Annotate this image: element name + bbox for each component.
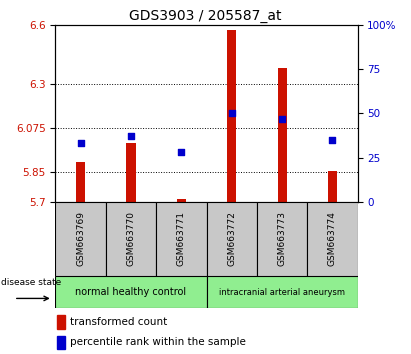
Text: intracranial arterial aneurysm: intracranial arterial aneurysm bbox=[219, 287, 345, 297]
Bar bbox=[227, 30, 236, 202]
Text: GSM663771: GSM663771 bbox=[177, 211, 186, 267]
Bar bbox=[76, 162, 85, 202]
Bar bbox=[127, 143, 136, 202]
Text: GSM663773: GSM663773 bbox=[277, 211, 286, 267]
Bar bbox=[206, 202, 257, 276]
Text: disease state: disease state bbox=[1, 278, 61, 287]
Text: GSM663772: GSM663772 bbox=[227, 211, 236, 267]
Text: GSM663770: GSM663770 bbox=[127, 211, 136, 267]
Text: GSM663774: GSM663774 bbox=[328, 211, 337, 267]
Point bbox=[178, 149, 185, 155]
Point bbox=[128, 133, 134, 139]
Bar bbox=[55, 202, 106, 276]
Bar bbox=[106, 202, 156, 276]
Point bbox=[229, 110, 235, 116]
Point bbox=[279, 116, 285, 121]
Point bbox=[329, 137, 336, 143]
Bar bbox=[277, 68, 286, 202]
Text: GSM663769: GSM663769 bbox=[76, 211, 85, 267]
Bar bbox=[328, 171, 337, 202]
Bar bbox=[55, 276, 206, 308]
Bar bbox=[177, 199, 186, 202]
Text: transformed count: transformed count bbox=[69, 317, 167, 327]
Text: normal healthy control: normal healthy control bbox=[76, 287, 187, 297]
Bar bbox=[307, 202, 358, 276]
Bar bbox=[57, 315, 65, 329]
Bar bbox=[57, 336, 65, 349]
Bar bbox=[156, 202, 206, 276]
Text: percentile rank within the sample: percentile rank within the sample bbox=[69, 337, 245, 348]
Bar bbox=[257, 202, 307, 276]
Text: GDS3903 / 205587_at: GDS3903 / 205587_at bbox=[129, 9, 282, 23]
Point bbox=[77, 141, 84, 146]
Bar bbox=[206, 276, 358, 308]
